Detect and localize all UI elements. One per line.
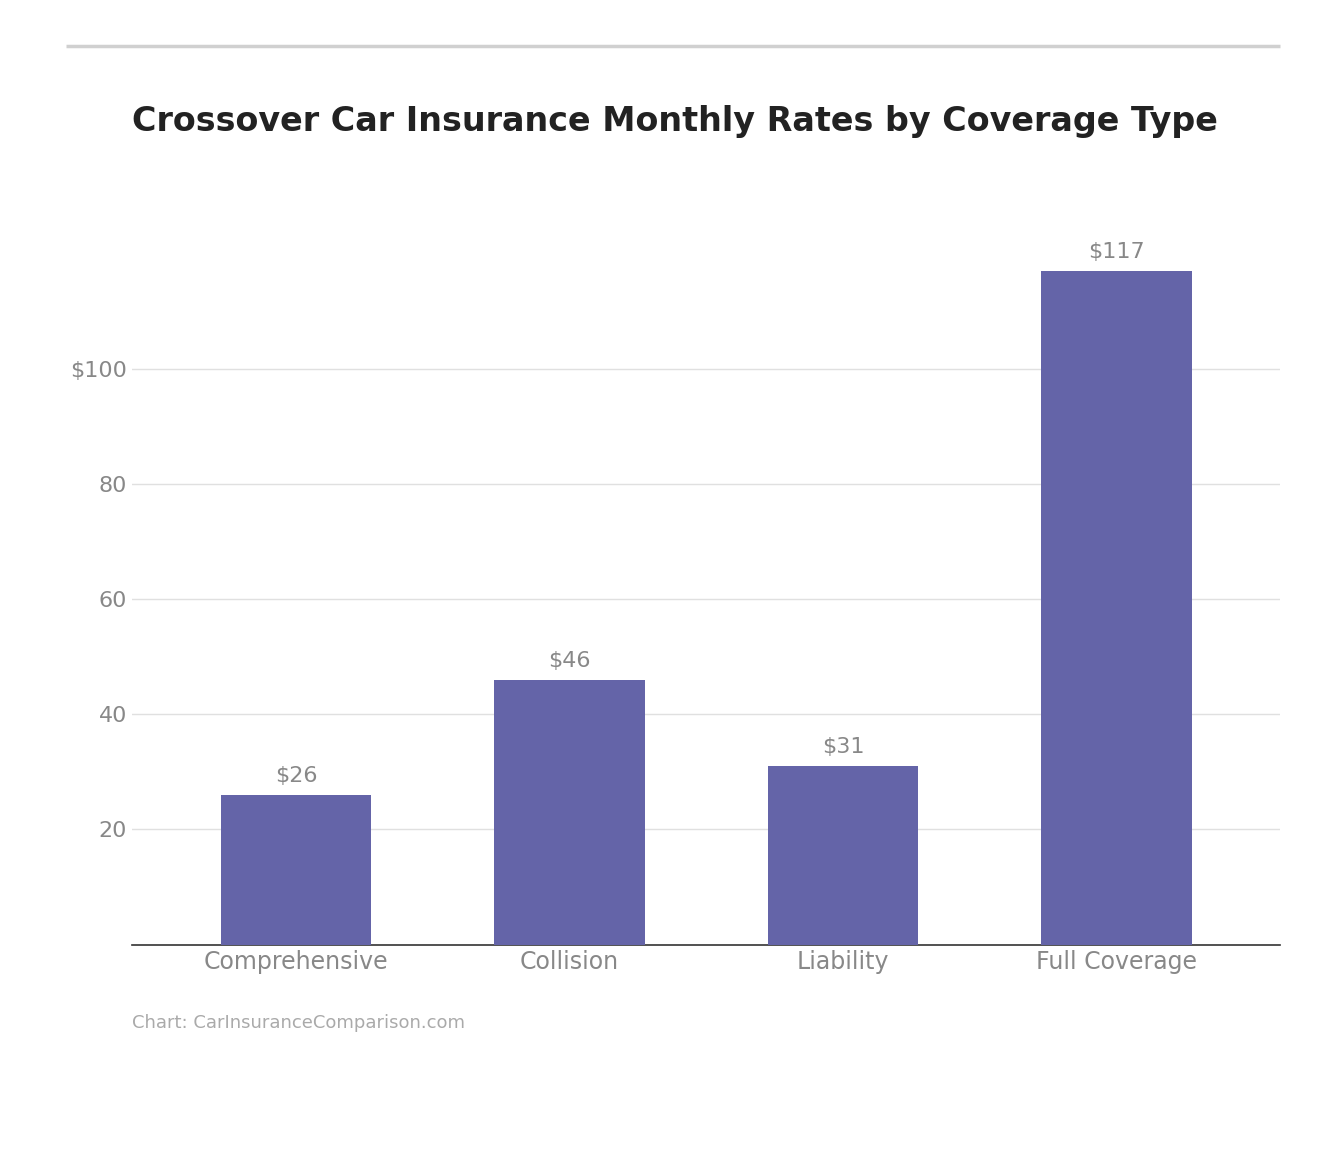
Text: $31: $31 [821,737,865,758]
Bar [1041,271,1192,945]
Text: $117: $117 [1088,242,1144,262]
Bar [220,795,371,945]
Bar [768,766,919,945]
Text: $26: $26 [275,766,317,786]
Text: Crossover Car Insurance Monthly Rates by Coverage Type: Crossover Car Insurance Monthly Rates by… [132,105,1218,138]
Text: Chart: CarInsuranceComparison.com: Chart: CarInsuranceComparison.com [132,1014,465,1032]
Text: $46: $46 [548,651,591,670]
Bar [494,680,644,945]
